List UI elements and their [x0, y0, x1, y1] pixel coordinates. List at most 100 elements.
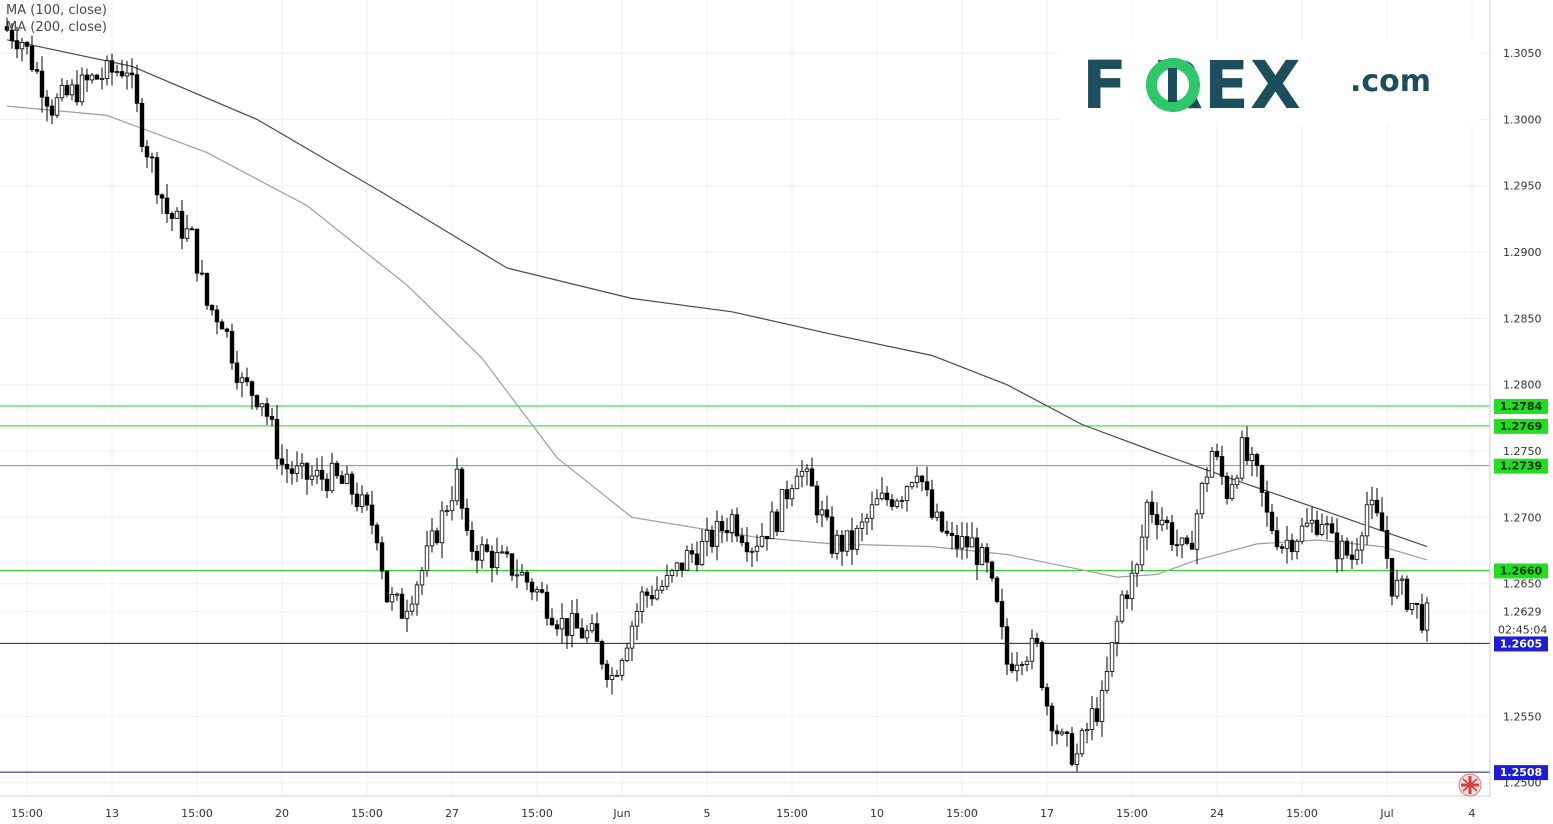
candle-body [674, 562, 680, 571]
candle-body [89, 74, 95, 81]
candle-body [19, 42, 25, 50]
candle-body [994, 577, 1000, 602]
price-levels [0, 405, 1490, 773]
candle-body [494, 552, 500, 569]
candle-body [529, 581, 535, 593]
candle-body [544, 591, 550, 619]
candle-body [589, 623, 595, 632]
price-tick-label: 1.2950 [1503, 180, 1542, 193]
level-badge-1.2784[interactable] [1494, 398, 1548, 414]
candle-body [824, 509, 830, 518]
candle-body [29, 45, 35, 71]
candle-body [884, 492, 890, 501]
level-badge-1.2605[interactable] [1494, 636, 1548, 652]
time-axis-background[interactable] [0, 796, 1553, 824]
candle-body [474, 550, 480, 561]
candle-body [1109, 642, 1115, 672]
candle-body [1304, 522, 1310, 527]
candle-body [699, 540, 705, 566]
candle-body [724, 530, 730, 533]
candle-body [584, 630, 590, 639]
candle-body [479, 544, 485, 561]
candle-body [1359, 535, 1365, 551]
candle-body [134, 74, 140, 104]
legend-ma100[interactable]: MA (100, close) [6, 3, 107, 18]
candle-body [244, 377, 250, 383]
candle-body [964, 536, 970, 548]
candle-body [304, 462, 310, 480]
candle-body [124, 72, 130, 77]
candle-body [189, 228, 195, 231]
candle-body [424, 545, 430, 572]
candle-body [414, 584, 420, 605]
candle-body [94, 74, 100, 80]
time-tick-label: 15:00 [521, 807, 553, 820]
candle-body [924, 481, 930, 491]
candle-body [1254, 454, 1260, 466]
candle-body [174, 210, 180, 219]
candle-body [659, 586, 665, 591]
candle-body [364, 494, 370, 506]
price-tick-label: 1.3000 [1503, 113, 1542, 126]
candle-body [559, 618, 565, 630]
candle-body [429, 530, 435, 547]
time-tick-label: Jun [612, 807, 630, 820]
candle-body [629, 625, 635, 649]
candle-body [839, 534, 845, 552]
level-badge-1.2660[interactable] [1494, 563, 1548, 579]
candle-body [689, 550, 695, 555]
candle-body [504, 551, 510, 555]
candle-body [1349, 554, 1355, 560]
price-axis-background[interactable] [1490, 0, 1553, 796]
countdown-label: 02:45:04 [1498, 624, 1547, 637]
ma-line-100[interactable] [6, 105, 1428, 578]
level-badge-1.2739[interactable] [1494, 458, 1548, 474]
candle-body [514, 574, 520, 577]
candle-body [14, 40, 20, 50]
candle-body [694, 553, 700, 566]
candle-body [854, 527, 860, 550]
candle-body [224, 328, 230, 332]
ma-line-200[interactable] [6, 39, 1428, 548]
candle-body [764, 535, 770, 540]
candle-body [399, 593, 405, 619]
candle-body [1379, 512, 1385, 531]
level-badge-1.2508[interactable] [1494, 765, 1548, 781]
candle-body [794, 475, 800, 490]
candle-body [159, 194, 165, 199]
candle-body [484, 544, 490, 552]
candle-body [1319, 524, 1325, 535]
candle-body [324, 478, 330, 492]
candle-body [1009, 663, 1015, 672]
candle-body [24, 42, 30, 47]
price-axis-labels: 1.3050 1.3000 1.2950 1.2900 1.2850 1.2800 1.27… [1498, 47, 1547, 790]
candle-body [1134, 564, 1140, 574]
candle-body [459, 468, 465, 509]
level-badge-1.2769[interactable] [1494, 418, 1548, 434]
candle-body [1019, 664, 1025, 666]
candle-body [1289, 539, 1295, 553]
candle-body [389, 593, 395, 603]
candle-body [1364, 504, 1370, 537]
candle-body [804, 468, 810, 472]
candle-body [599, 641, 605, 665]
candle-body [349, 473, 355, 495]
candle-body [1104, 671, 1110, 691]
candle-body [904, 486, 910, 501]
candle-body [989, 561, 995, 579]
candle-body [1344, 540, 1350, 556]
legend-ma200[interactable]: MA (200, close) [6, 20, 107, 35]
candle-body [859, 521, 865, 529]
candle-body [179, 210, 185, 239]
candle-body [1059, 731, 1065, 735]
candle-body [1169, 522, 1175, 546]
candle-body [1209, 451, 1215, 478]
time-tick-label: 15:00 [1116, 807, 1148, 820]
candle-body [1119, 594, 1125, 622]
candle-body [434, 530, 440, 544]
logo-o-bar [1168, 68, 1177, 102]
candle-body [49, 105, 55, 116]
candle-body [334, 462, 340, 477]
candle-body [959, 536, 965, 549]
